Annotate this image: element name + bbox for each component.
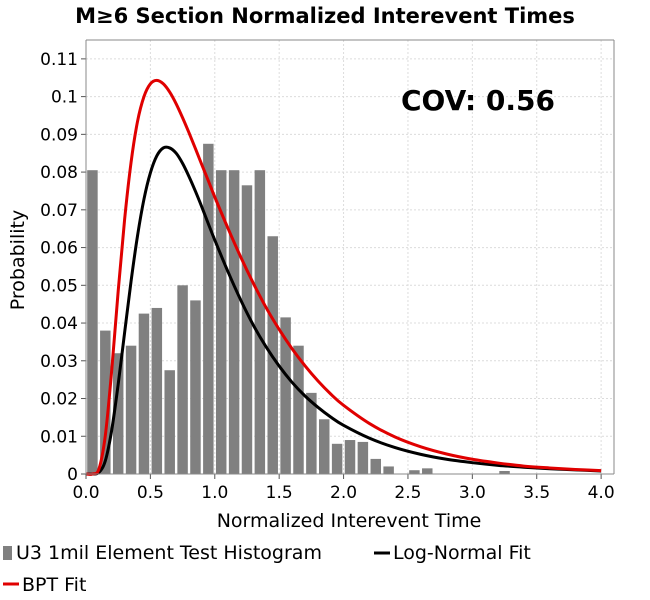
legend-label-histogram: U3 1mil Element Test Histogram bbox=[16, 542, 322, 564]
histogram-bar bbox=[177, 285, 188, 474]
histogram-bar bbox=[125, 345, 137, 474]
histogram-bar bbox=[100, 330, 111, 474]
axes bbox=[81, 39, 615, 479]
histogram-bar bbox=[151, 307, 163, 474]
histogram-bar bbox=[422, 468, 433, 474]
histogram-bar bbox=[138, 313, 150, 474]
cov-annotation: COV: 0.56 bbox=[401, 84, 555, 117]
x-tick-label: 0.0 bbox=[72, 483, 99, 503]
y-tick-label: 0.02 bbox=[40, 390, 78, 410]
legend-label-lognormal: Log-Normal Fit bbox=[393, 542, 531, 564]
x-tick-label: 1.5 bbox=[266, 483, 293, 503]
y-tick-label: 0.1 bbox=[51, 88, 78, 108]
histogram-bar bbox=[357, 441, 369, 474]
histogram-bar bbox=[344, 440, 356, 474]
y-tick-label: 0.01 bbox=[40, 427, 78, 447]
histogram-bar bbox=[254, 170, 266, 474]
x-tick-label: 2.0 bbox=[330, 483, 357, 503]
y-tick-label: 0 bbox=[67, 465, 78, 485]
x-tick-label: 1.0 bbox=[201, 483, 228, 503]
x-tick-label: 0.5 bbox=[137, 483, 164, 503]
y-tick-label: 0.05 bbox=[40, 276, 78, 296]
legend-swatch-histogram bbox=[3, 546, 12, 560]
y-tick-label: 0.11 bbox=[40, 50, 78, 70]
histogram-bar bbox=[87, 170, 98, 474]
chart-title: M≥6 Section Normalized Interevent Times bbox=[75, 4, 575, 28]
histogram-bar bbox=[112, 353, 124, 474]
histogram-bar bbox=[164, 370, 175, 474]
y-tick-label: 0.06 bbox=[40, 239, 78, 259]
histogram-bar bbox=[306, 392, 317, 474]
x-tick-label: 2.5 bbox=[394, 483, 421, 503]
histogram-bar bbox=[383, 466, 394, 474]
y-axis-label: Probability bbox=[7, 210, 29, 310]
legend-label-bpt: BPT Fit bbox=[22, 574, 86, 596]
y-tick-label: 0.07 bbox=[40, 201, 78, 221]
log-normal-fit-line bbox=[85, 145, 602, 476]
histogram-bar bbox=[241, 185, 253, 474]
bpt-fit-line bbox=[85, 78, 602, 476]
x-tick-label: 3.0 bbox=[459, 483, 486, 503]
histogram-bar bbox=[499, 470, 510, 474]
histogram-bar bbox=[370, 458, 381, 474]
fit-lines bbox=[85, 78, 602, 476]
x-tick-label: 4.0 bbox=[588, 483, 615, 503]
histogram-bar bbox=[319, 419, 330, 474]
x-tick-label: 3.5 bbox=[523, 483, 550, 503]
y-tick-labels: 0 0.01 0.02 0.03 0.04 0.05 0.06 0.07 0.08 0.09 0.1… bbox=[40, 50, 78, 485]
legend: U3 1mil Element Test Histogram Log-Norma… bbox=[3, 542, 531, 596]
x-axis-label: Normalized Interevent Time bbox=[217, 510, 482, 532]
y-tick-label: 0.08 bbox=[40, 163, 78, 183]
histogram-bar bbox=[331, 443, 343, 474]
y-tick-label: 0.03 bbox=[40, 352, 78, 372]
histogram-bar bbox=[293, 345, 304, 474]
x-tick-labels: 0.0 0.5 1.0 1.5 2.0 2.5 3.0 3.5 4.0 bbox=[72, 483, 614, 503]
histogram-bar bbox=[409, 470, 420, 474]
histogram-bar bbox=[228, 170, 240, 474]
histogram-bar bbox=[190, 300, 201, 474]
histogram-bar bbox=[215, 170, 227, 474]
histogram-bar bbox=[280, 317, 291, 474]
y-tick-label: 0.09 bbox=[40, 125, 78, 145]
histogram-bar bbox=[203, 143, 214, 475]
y-tick-label: 0.04 bbox=[40, 314, 78, 334]
